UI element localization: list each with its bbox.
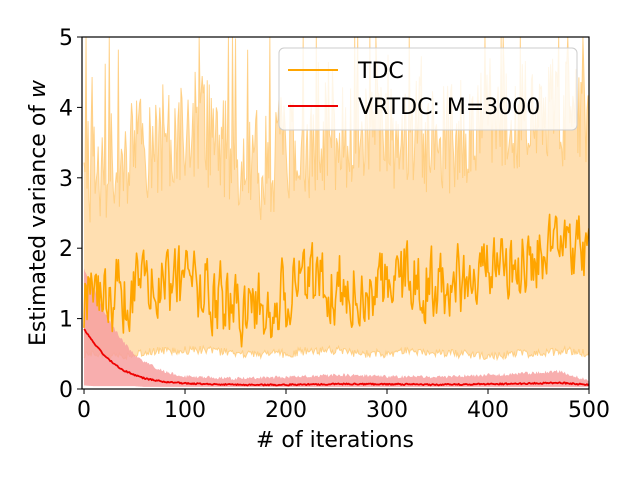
y-tick-label: 4 xyxy=(59,96,73,121)
x-axis-label: # of iterations xyxy=(256,428,414,453)
legend: TDC VRTDC: M=3000 xyxy=(278,47,578,131)
band-edge-upper-tdc xyxy=(83,37,589,223)
plot-area xyxy=(83,37,589,387)
y-tick-label: 0 xyxy=(59,378,73,403)
series-line-vrtdc xyxy=(83,328,589,387)
x-tick-label: 400 xyxy=(467,398,509,423)
legend-box xyxy=(278,47,578,131)
x-tick-label: 500 xyxy=(568,398,610,423)
y-tick-label: 5 xyxy=(59,26,73,51)
legend-label-vrtdc: VRTDC: M=3000 xyxy=(358,95,540,120)
band-edge-lower-tdc xyxy=(83,344,589,362)
y-axis-label-variable: w xyxy=(26,79,51,98)
legend-label-tdc: TDC xyxy=(357,59,404,84)
y-axis-label-text: Estimated variance of xyxy=(26,98,51,346)
x-tick-label: 200 xyxy=(265,398,307,423)
y-axis-label: Estimated variance of w xyxy=(26,79,51,346)
plot-frame xyxy=(81,36,590,390)
axis-ticks: 0 100 200 300 400 500 0 1 2 3 4 5 xyxy=(59,26,610,423)
x-tick-label: 0 xyxy=(77,398,91,423)
x-tick-label: 300 xyxy=(366,398,408,423)
y-tick-label: 1 xyxy=(59,308,73,333)
series-line-tdc xyxy=(83,213,589,348)
y-tick-label: 2 xyxy=(59,237,73,262)
y-tick-label: 3 xyxy=(59,167,73,192)
x-tick-label: 100 xyxy=(164,398,206,423)
